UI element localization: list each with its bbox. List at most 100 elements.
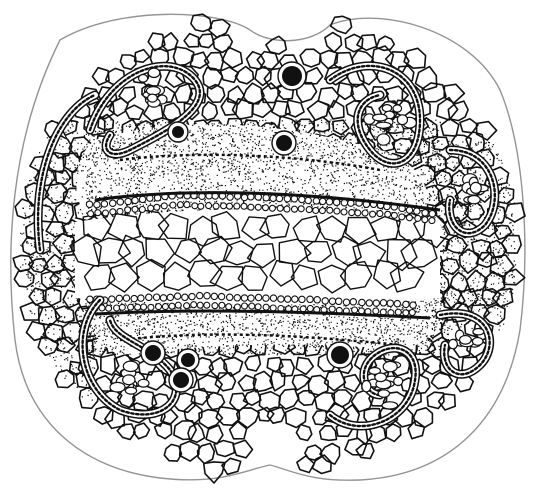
parenchyma-cell bbox=[414, 65, 438, 91]
parenchyma-cell bbox=[269, 370, 286, 392]
parenchyma-cell bbox=[91, 66, 110, 86]
bead-cell bbox=[275, 194, 284, 203]
bead-cell bbox=[283, 194, 292, 203]
bead-cell bbox=[428, 217, 436, 225]
parenchyma-cell bbox=[284, 407, 307, 429]
bead-cell bbox=[124, 197, 132, 206]
bead-cell bbox=[85, 200, 94, 209]
parenchyma-cell bbox=[49, 268, 74, 288]
bead-cell bbox=[161, 303, 169, 311]
bead-cell bbox=[191, 202, 199, 210]
parenchyma-cell bbox=[254, 65, 272, 87]
parenchyma-cell bbox=[183, 32, 200, 48]
bead-cell bbox=[147, 204, 155, 212]
parenchyma-cell bbox=[223, 356, 244, 377]
bead-cell bbox=[268, 204, 276, 212]
bead-cell bbox=[131, 205, 139, 213]
bead-cell bbox=[124, 206, 132, 214]
large-central-cell bbox=[174, 237, 202, 264]
parenchyma-cell bbox=[187, 422, 206, 443]
bead-cell bbox=[328, 297, 337, 305]
parenchyma-cell bbox=[235, 407, 260, 429]
bead-cell bbox=[276, 204, 284, 212]
parenchyma-cell bbox=[430, 370, 453, 390]
bead-cell bbox=[210, 292, 219, 301]
parenchyma-cell bbox=[311, 409, 331, 426]
dark-nucleus bbox=[173, 372, 189, 388]
bead-cell bbox=[298, 195, 306, 204]
bead-cell bbox=[262, 303, 270, 311]
parenchyma-cell bbox=[208, 356, 229, 380]
bead-cell bbox=[297, 205, 305, 213]
large-central-cell bbox=[107, 212, 141, 242]
parenchyma-cell bbox=[344, 33, 364, 53]
bead-cell bbox=[159, 294, 168, 302]
parenchyma-cell bbox=[483, 304, 506, 326]
parenchyma-cell bbox=[437, 185, 459, 209]
bead-cell bbox=[101, 209, 110, 217]
bead-cell bbox=[290, 205, 299, 213]
bead-cell bbox=[116, 207, 124, 215]
bead-cell bbox=[154, 303, 163, 311]
large-central-cell bbox=[237, 265, 268, 291]
bead-cell bbox=[333, 207, 341, 215]
dark-nucleus bbox=[181, 353, 195, 367]
cluster-cell bbox=[137, 73, 149, 83]
bead-cell bbox=[321, 297, 329, 305]
lower-bead-row-b bbox=[91, 301, 416, 317]
parenchyma-cell bbox=[234, 65, 255, 85]
bead-cell bbox=[254, 293, 263, 302]
parenchyma-cell bbox=[403, 47, 427, 69]
bead-cell bbox=[109, 208, 117, 216]
parenchyma-cell bbox=[196, 442, 216, 465]
parenchyma-cell bbox=[299, 48, 322, 68]
parenchyma-cell bbox=[297, 389, 317, 406]
large-central-cell bbox=[290, 264, 319, 291]
bead-cell bbox=[160, 202, 168, 210]
parenchyma-cell bbox=[295, 81, 318, 104]
large-central-cell bbox=[352, 241, 387, 268]
bead-cell bbox=[254, 203, 262, 211]
bead-cell bbox=[205, 202, 213, 210]
parenchyma-cell bbox=[475, 251, 498, 269]
parenchyma-cell bbox=[202, 66, 224, 90]
parenchyma-cell bbox=[443, 83, 466, 104]
parenchyma-cell bbox=[329, 15, 353, 35]
bead-cell bbox=[372, 299, 381, 307]
bead-cell bbox=[349, 298, 358, 306]
bead-cell bbox=[93, 200, 101, 209]
arm-bead-line bbox=[88, 65, 202, 156]
parenchyma-cell bbox=[161, 31, 179, 52]
parenchyma-cell bbox=[43, 253, 66, 275]
parenchyma-cell bbox=[201, 101, 219, 121]
bead-cell bbox=[306, 295, 314, 304]
cluster-cell bbox=[376, 133, 391, 146]
parenchyma-cell bbox=[116, 423, 136, 441]
cluster-cell bbox=[471, 336, 484, 346]
large-central-cell bbox=[413, 210, 451, 249]
parenchyma-cell bbox=[265, 35, 288, 55]
parenchyma-cell bbox=[189, 51, 210, 69]
cluster-cell bbox=[469, 181, 482, 194]
upper-inner-band bbox=[119, 153, 381, 172]
dark-nucleus bbox=[282, 66, 302, 86]
bead-cell bbox=[225, 202, 234, 210]
bead-cell bbox=[340, 208, 348, 216]
parenchyma-cell bbox=[124, 104, 145, 121]
parenchyma-cell bbox=[440, 117, 460, 137]
bead-cell bbox=[254, 303, 262, 311]
bead-cell bbox=[108, 199, 117, 207]
parenchyma-cell bbox=[190, 387, 211, 406]
bead-cell bbox=[394, 308, 402, 316]
parenchyma-cell bbox=[295, 356, 315, 376]
cluster-cell bbox=[122, 374, 136, 386]
large-central-cell bbox=[278, 238, 312, 265]
large-central-cell bbox=[92, 237, 131, 264]
large-central-cell bbox=[187, 259, 223, 287]
parenchyma-cell bbox=[44, 182, 69, 205]
dark-nucleus bbox=[276, 135, 292, 151]
parenchyma-cell bbox=[260, 82, 281, 104]
parenchyma-cell bbox=[465, 269, 489, 293]
